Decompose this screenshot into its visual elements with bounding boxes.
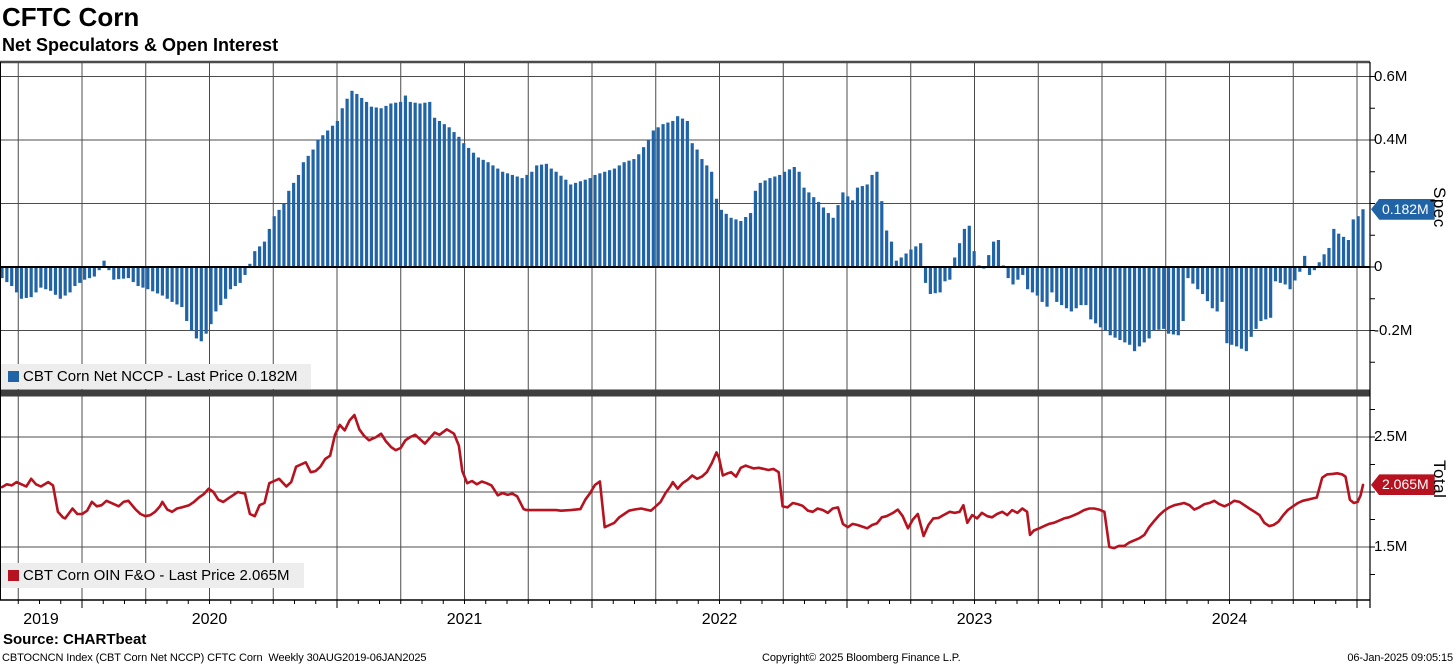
axis-ticks (17, 76, 1375, 608)
x-axis-year-label: 2024 (1211, 611, 1248, 628)
x-axis-year-label: 2023 (956, 611, 993, 628)
axis-tick-label: 0 (1374, 258, 1383, 275)
oin-legend-swatch-icon (8, 570, 19, 581)
axis-tick-label: 0.4M (1374, 131, 1408, 148)
spec-axis-title: Spec (1430, 187, 1449, 228)
x-axis-year-label: 2021 (446, 611, 483, 628)
page-title: CFTC Corn (2, 2, 140, 32)
security-description: CBTOCNCN Index (CBT Corn Net NCCP) CFTC … (2, 652, 427, 664)
axis-tick-label: 2.5M (1374, 428, 1408, 445)
oin-legend[interactable]: CBT Corn OIN F&O - Last Price 2.065M (1, 563, 304, 588)
x-axis-year-label: 2020 (191, 611, 228, 628)
oin-axis-title: Total (1430, 459, 1449, 499)
axis-tick-label: -0.2M (1374, 321, 1413, 339)
oin-legend-label: CBT Corn OIN F&O - Last Price 2.065M (23, 567, 290, 584)
x-axis-year-label: 2019 (23, 611, 59, 628)
timestamp: 06-Jan-2025 09:05:15 (1347, 652, 1453, 664)
axis-tick-label: 1.5M (1374, 538, 1408, 555)
source-label: Source: CHARTbeat (3, 631, 147, 648)
chart-subtitle: Net Speculators & Open Interest (2, 35, 279, 55)
oin-last-price-badge: 2.065M (1371, 474, 1435, 496)
oin-line[interactable] (0, 413, 1365, 550)
axis-tick-label: 0.6M (1374, 67, 1408, 85)
x-axis-year-label: 2022 (701, 611, 738, 628)
spec-legend[interactable]: CBT Corn Net NCCP - Last Price 0.182M (1, 364, 311, 389)
copyright-notice: Copyright© 2025 Bloomberg Finance L.P. (762, 652, 961, 664)
spec-legend-swatch-icon (8, 371, 19, 382)
spec-last-price-badge: 0.182M (1371, 198, 1435, 220)
panel-divider[interactable] (0, 389, 1370, 397)
spec-bars[interactable] (0, 90, 1365, 352)
spec-legend-label: CBT Corn Net NCCP - Last Price 0.182M (23, 368, 298, 385)
